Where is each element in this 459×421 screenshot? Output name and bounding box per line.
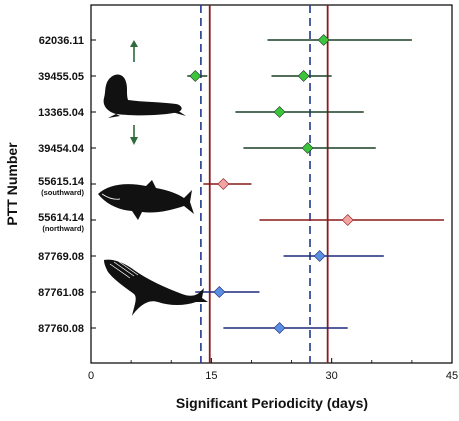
shark-icon [98,180,194,220]
x-tick-label: 30 [326,370,338,382]
data-series [187,34,444,334]
x-tick-label: 15 [205,370,217,382]
data-point-marker [213,286,226,298]
y-axis: 62036.11 39455.05 13365.04 39454.04 55615.14… [38,35,96,335]
y-tick-label: 87760.08 [38,323,84,335]
y-axis-title: PTT Number [4,142,20,226]
y-tick-sublabel: (southward) [41,188,84,197]
y-tick-label: 55615.14 [38,176,85,188]
data-point-marker [341,214,354,226]
y-tick-label: 39455.05 [38,71,84,83]
humpback-whale-icon [104,259,208,316]
y-tick-label: 13365.04 [38,107,85,119]
y-tick-sublabel: (northward) [42,224,84,233]
y-tick-label: 62036.11 [39,35,84,47]
data-point-marker [317,34,330,46]
y-tick-label: 39454.04 [38,143,85,155]
data-point-marker [189,70,202,82]
y-tick-label: 87761.08 [38,287,84,299]
y-tick-label: 55614.14 [38,212,85,224]
data-point-marker [301,142,314,154]
x-axis-title: Significant Periodicity (days) [176,395,368,411]
data-point-marker [273,106,286,118]
data-point-marker [313,250,326,262]
data-point-marker [217,178,230,190]
x-tick-label: 45 [446,370,458,382]
data-point-marker [273,322,286,334]
x-axis: 0 15 30 45 [88,358,458,382]
elephant-seal-icon [103,74,186,118]
y-tick-label: 87769.08 [38,251,84,263]
arrow-up-icon [130,40,138,62]
data-point-marker [297,70,310,82]
x-tick-label: 0 [88,370,94,382]
plot-frame [90,4,453,364]
arrow-down-icon [130,125,138,145]
